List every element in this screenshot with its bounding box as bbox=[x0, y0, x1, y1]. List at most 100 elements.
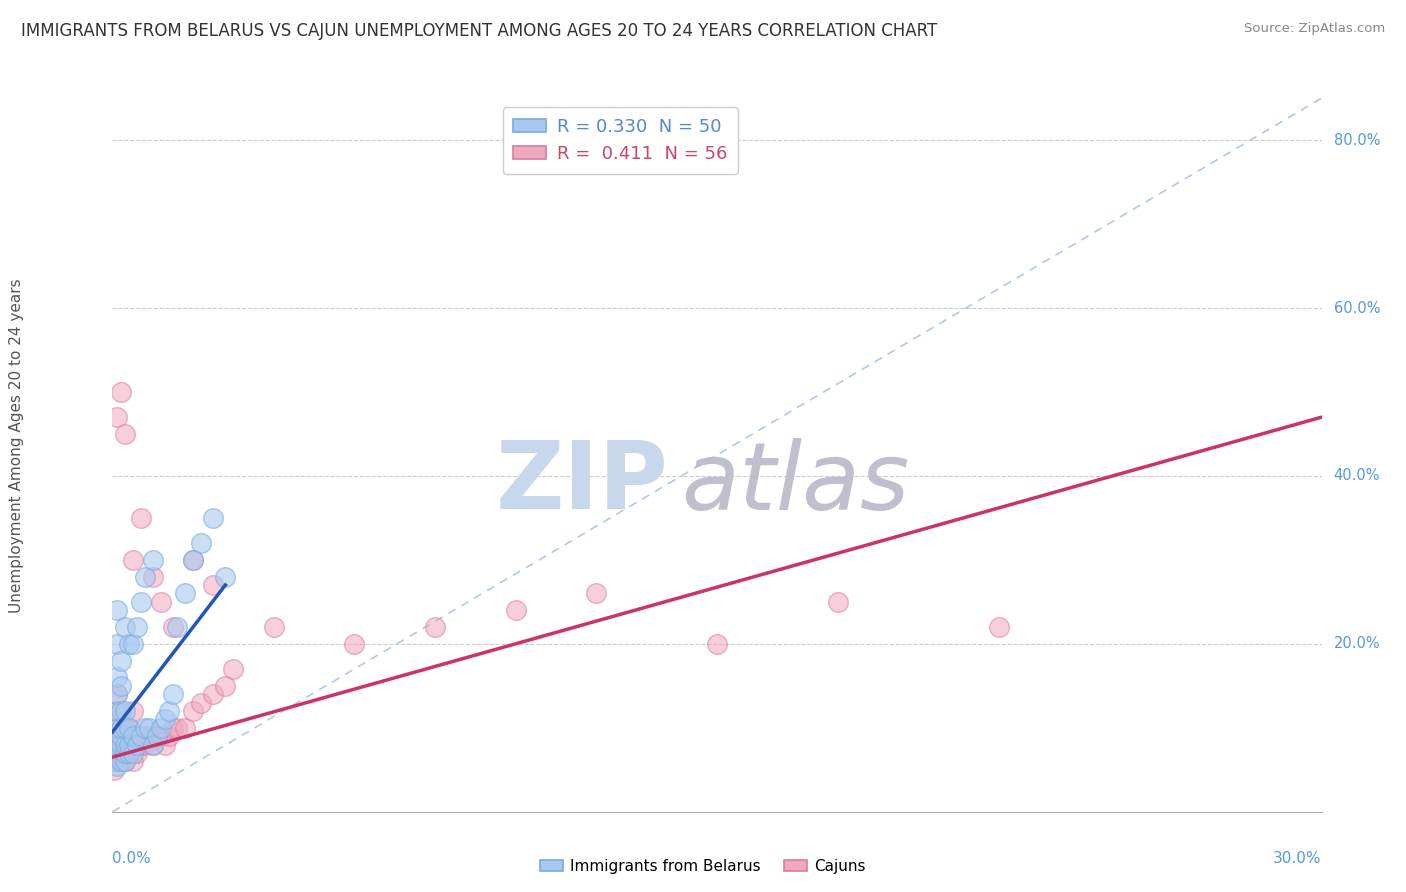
Point bbox=[110, 721, 132, 735]
Point bbox=[263, 620, 285, 634]
Point bbox=[585, 586, 607, 600]
Point bbox=[129, 738, 152, 752]
Point bbox=[162, 687, 184, 701]
Point bbox=[153, 712, 176, 726]
Point bbox=[105, 704, 128, 718]
Point bbox=[423, 620, 446, 634]
Point bbox=[129, 511, 152, 525]
Point bbox=[105, 721, 128, 735]
Point bbox=[114, 426, 136, 441]
Point bbox=[827, 595, 849, 609]
Point bbox=[125, 738, 148, 752]
Point bbox=[121, 746, 143, 760]
Point bbox=[222, 662, 245, 676]
Point bbox=[117, 746, 139, 760]
Point bbox=[174, 721, 197, 735]
Point bbox=[110, 755, 132, 769]
Point bbox=[110, 384, 132, 399]
Point bbox=[117, 637, 139, 651]
Point bbox=[110, 654, 132, 668]
Point bbox=[129, 729, 152, 743]
Text: 40.0%: 40.0% bbox=[1334, 468, 1381, 483]
Point bbox=[142, 569, 165, 583]
Text: atlas: atlas bbox=[681, 438, 910, 529]
Point bbox=[157, 729, 180, 743]
Point bbox=[125, 746, 148, 760]
Point bbox=[181, 553, 204, 567]
Text: Unemployment Among Ages 20 to 24 years: Unemployment Among Ages 20 to 24 years bbox=[10, 278, 24, 614]
Text: 0.0%: 0.0% bbox=[112, 851, 152, 866]
Point bbox=[114, 746, 136, 760]
Point bbox=[149, 721, 172, 735]
Text: IMMIGRANTS FROM BELARUS VS CAJUN UNEMPLOYMENT AMONG AGES 20 TO 24 YEARS CORRELAT: IMMIGRANTS FROM BELARUS VS CAJUN UNEMPLO… bbox=[21, 22, 938, 40]
Point bbox=[142, 553, 165, 567]
Legend: R = 0.330  N = 50, R =  0.411  N = 56: R = 0.330 N = 50, R = 0.411 N = 56 bbox=[502, 107, 738, 174]
Point bbox=[103, 763, 125, 777]
Point bbox=[105, 603, 128, 617]
Point bbox=[142, 738, 165, 752]
Point bbox=[121, 738, 143, 752]
Point bbox=[103, 755, 125, 769]
Point bbox=[166, 721, 188, 735]
Point bbox=[110, 721, 132, 735]
Point bbox=[129, 595, 152, 609]
Point bbox=[134, 721, 156, 735]
Point bbox=[110, 704, 132, 718]
Point bbox=[121, 553, 143, 567]
Point bbox=[174, 586, 197, 600]
Point bbox=[105, 687, 128, 701]
Point bbox=[162, 721, 184, 735]
Point bbox=[146, 729, 169, 743]
Legend: Immigrants from Belarus, Cajuns: Immigrants from Belarus, Cajuns bbox=[534, 853, 872, 880]
Point bbox=[110, 746, 132, 760]
Point bbox=[134, 569, 156, 583]
Text: 20.0%: 20.0% bbox=[1334, 636, 1381, 651]
Point bbox=[190, 696, 212, 710]
Point bbox=[157, 704, 180, 718]
Point bbox=[149, 729, 172, 743]
Point bbox=[114, 729, 136, 743]
Text: 30.0%: 30.0% bbox=[1274, 851, 1322, 866]
Point bbox=[105, 755, 128, 769]
Point bbox=[121, 637, 143, 651]
Point bbox=[110, 755, 132, 769]
Point bbox=[110, 738, 132, 752]
Point bbox=[105, 637, 128, 651]
Text: 60.0%: 60.0% bbox=[1334, 301, 1381, 316]
Point bbox=[190, 536, 212, 550]
Point bbox=[121, 704, 143, 718]
Point bbox=[706, 637, 728, 651]
Point bbox=[202, 511, 225, 525]
Point bbox=[114, 755, 136, 769]
Point bbox=[138, 721, 160, 735]
Point bbox=[105, 410, 128, 425]
Point bbox=[181, 704, 204, 718]
Point bbox=[114, 620, 136, 634]
Point bbox=[110, 738, 132, 752]
Point bbox=[117, 738, 139, 752]
Point bbox=[114, 704, 136, 718]
Text: 80.0%: 80.0% bbox=[1334, 133, 1381, 147]
Point bbox=[134, 729, 156, 743]
Point bbox=[134, 738, 156, 752]
Point bbox=[117, 721, 139, 735]
Point bbox=[138, 729, 160, 743]
Point bbox=[988, 620, 1011, 634]
Point bbox=[114, 746, 136, 760]
Text: ZIP: ZIP bbox=[496, 437, 669, 530]
Point bbox=[505, 603, 527, 617]
Point bbox=[105, 738, 128, 752]
Point bbox=[105, 704, 128, 718]
Point bbox=[121, 755, 143, 769]
Point bbox=[114, 721, 136, 735]
Point bbox=[142, 738, 165, 752]
Point bbox=[105, 721, 128, 735]
Point bbox=[105, 746, 128, 760]
Point bbox=[343, 637, 366, 651]
Point bbox=[117, 746, 139, 760]
Point bbox=[105, 687, 128, 701]
Point bbox=[153, 738, 176, 752]
Point bbox=[181, 553, 204, 567]
Point bbox=[214, 679, 236, 693]
Point bbox=[125, 738, 148, 752]
